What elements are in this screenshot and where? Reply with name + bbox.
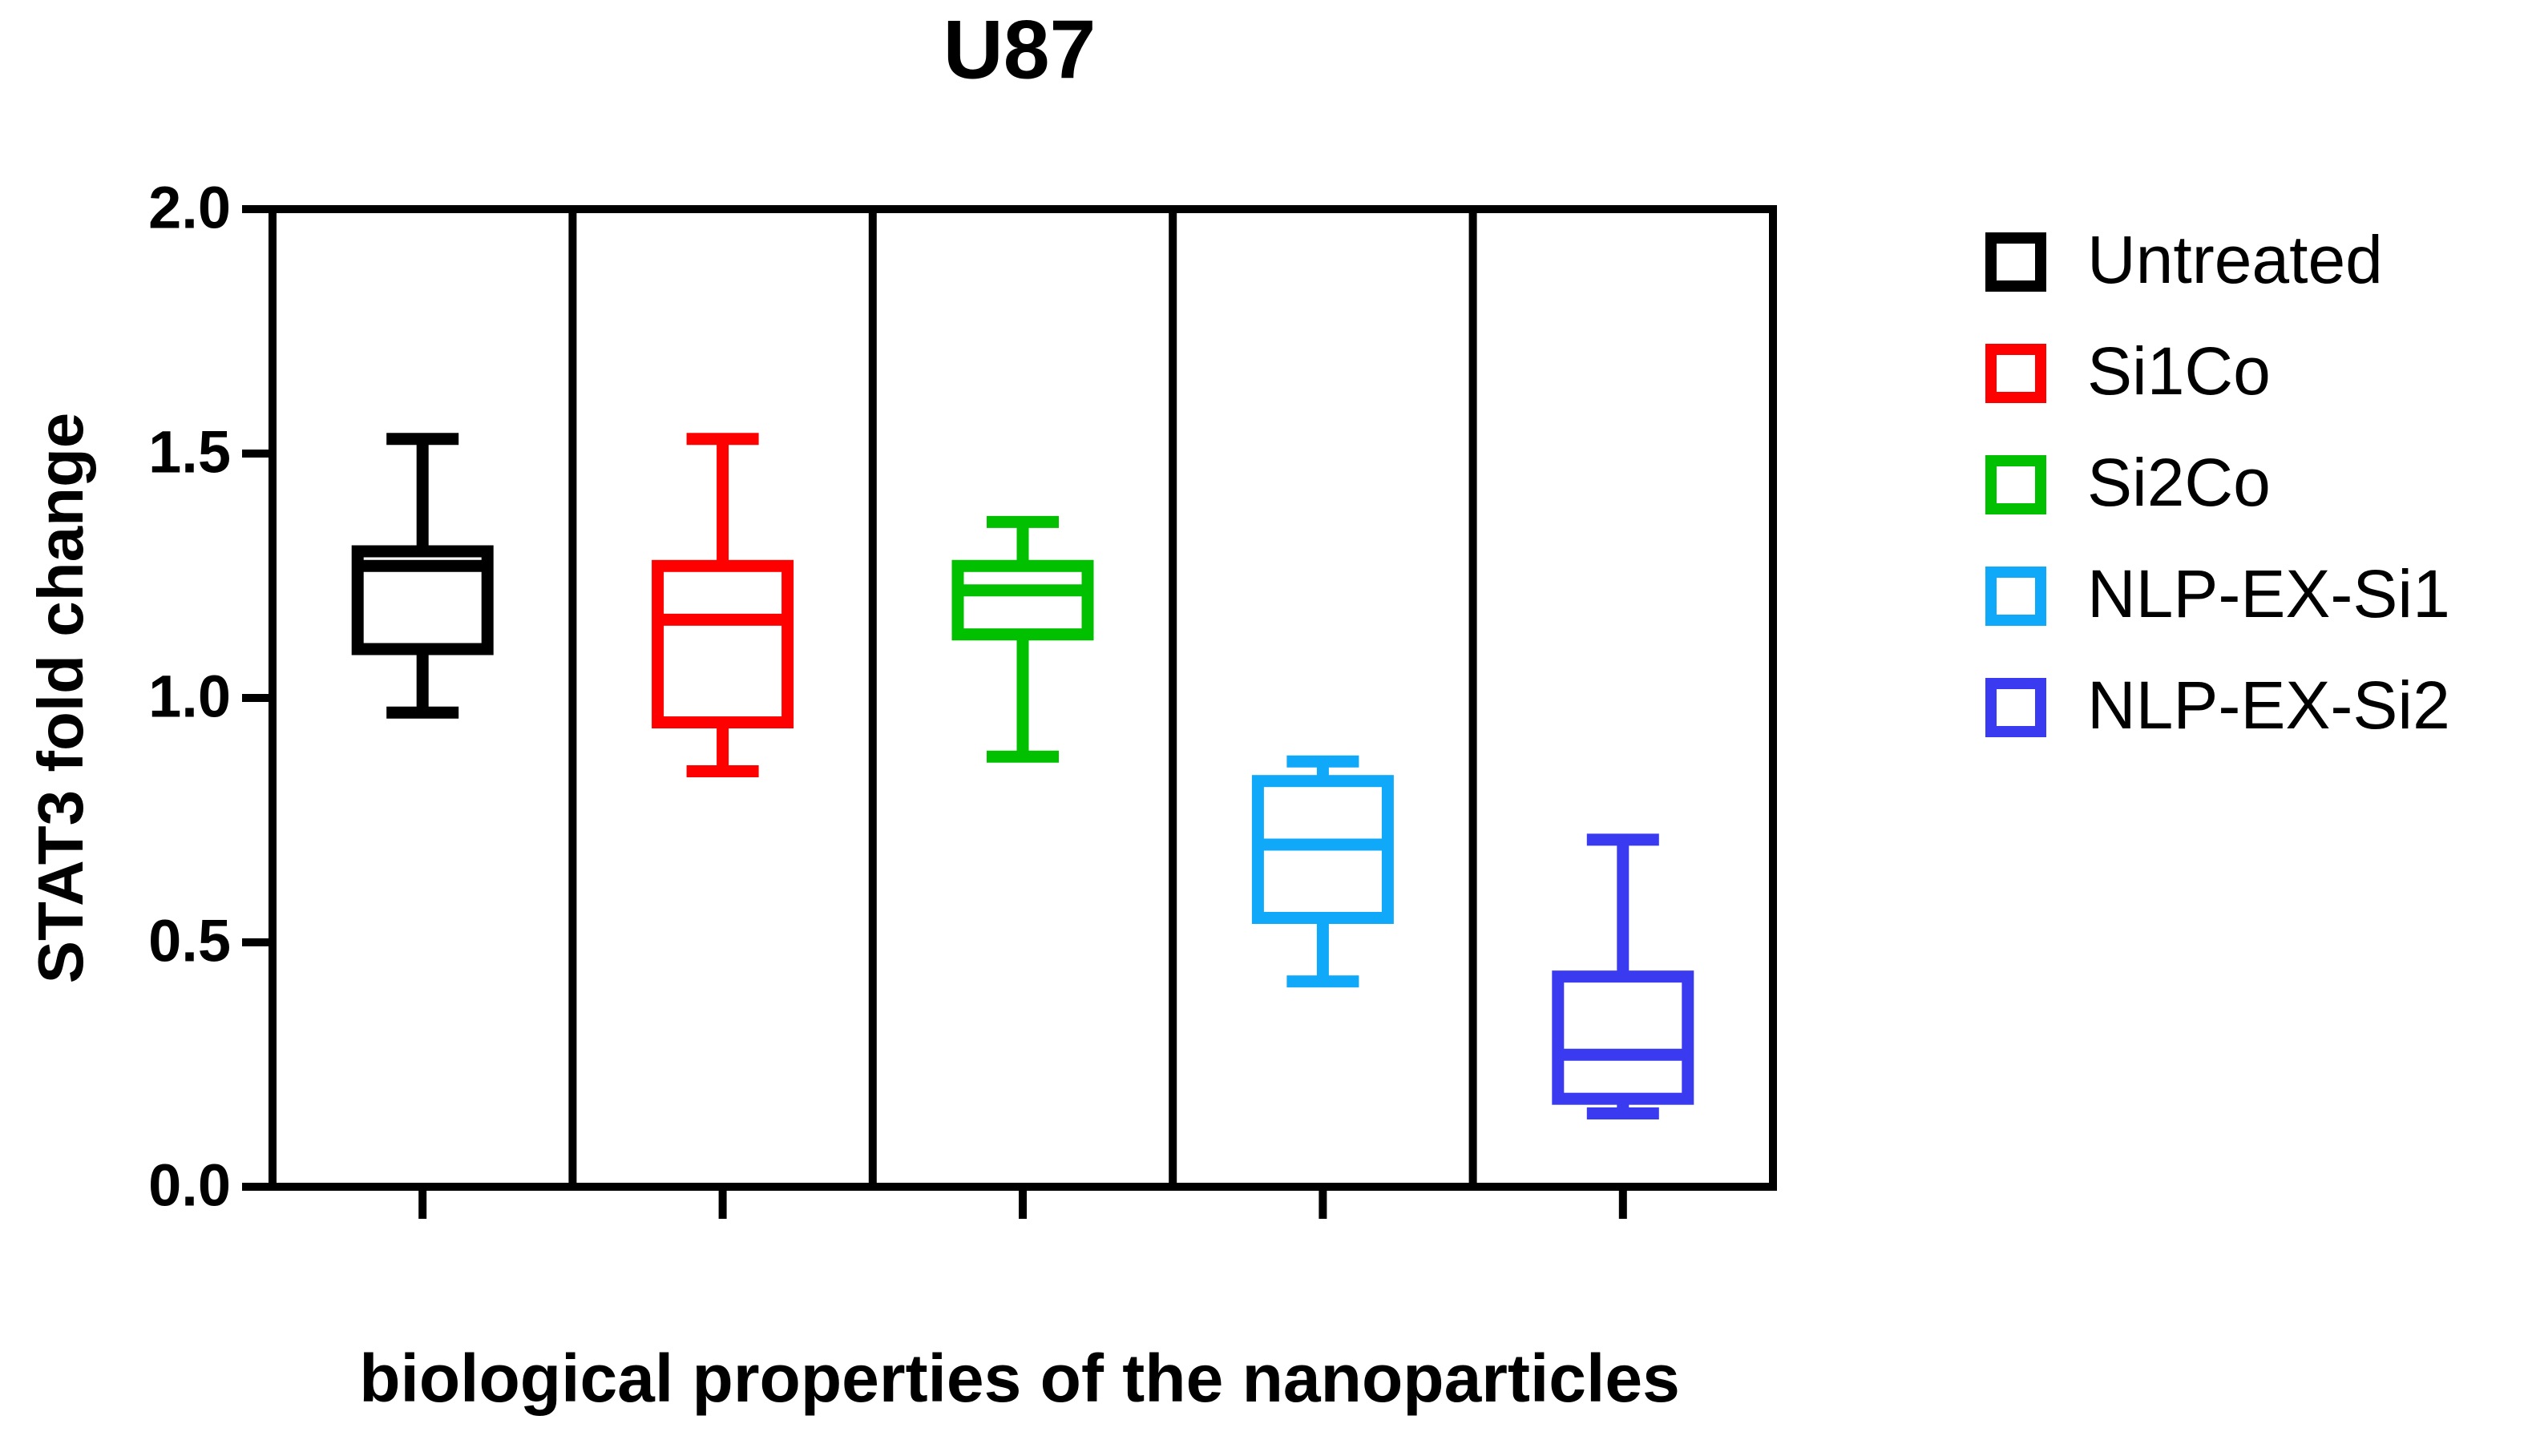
legend-swatch <box>1985 344 2046 403</box>
box <box>652 559 794 728</box>
y-axis-label: STAT3 fold change <box>25 413 96 984</box>
y-tick-label: 1.5 <box>148 419 231 486</box>
legend-label: Untreated <box>2087 222 2383 297</box>
legend-label: NLP-EX-Si2 <box>2087 668 2450 743</box>
box <box>951 559 1094 641</box>
y-tick-label: 0.5 <box>148 908 231 974</box>
legend-label: NLP-EX-Si1 <box>2087 556 2450 631</box>
y-tick-label: 2.0 <box>148 175 231 241</box>
chart-title: U87 <box>943 3 1096 96</box>
y-tick-label: 1.0 <box>148 663 231 730</box>
legend-label: Si2Co <box>2087 445 2271 520</box>
legend-label: Si1Co <box>2087 333 2271 409</box>
legend-swatch <box>1985 232 2046 292</box>
box <box>351 545 494 655</box>
legend-swatch <box>1985 567 2046 626</box>
legend-swatch <box>1985 678 2046 737</box>
x-axis-label: biological properties of the nanoparticl… <box>359 1341 1680 1416</box>
y-tick-label: 0.0 <box>148 1152 231 1219</box>
box <box>1552 970 1694 1105</box>
legend-swatch <box>1985 455 2046 514</box>
